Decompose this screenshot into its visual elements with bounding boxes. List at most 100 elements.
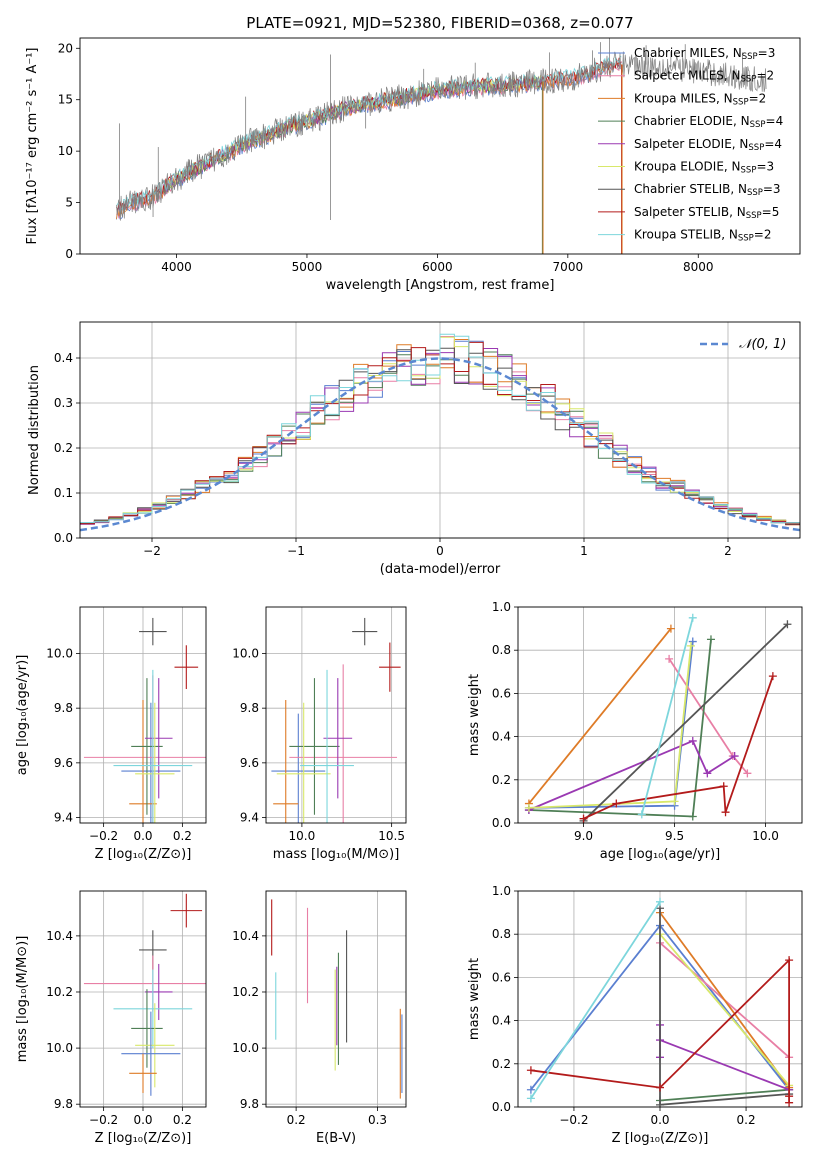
x-tick-label: 0.0	[133, 1113, 152, 1127]
plot-area	[83, 617, 206, 823]
weight-line	[530, 901, 661, 1099]
axes-frame	[79, 37, 801, 255]
weight-line	[640, 617, 694, 815]
legend-entry: Chabrier ELODIE, NSSP=4	[634, 114, 783, 130]
x-tick-label: 0.0	[133, 829, 152, 843]
weight-marker	[688, 613, 697, 622]
legend-sub: SSP	[750, 120, 766, 130]
weight-marker	[656, 1100, 664, 1107]
legend-label: Kroupa ELODIE, N	[634, 160, 741, 174]
legend-entry: Chabrier STELIB, NSSP=3	[634, 182, 781, 198]
x-tick-label: 0.2	[737, 1113, 756, 1127]
weight-marker	[743, 769, 752, 778]
weight-marker	[703, 769, 712, 778]
weight-marker	[656, 1083, 664, 1092]
weight-line	[659, 1024, 790, 1091]
legend-entry: Kroupa ELODIE, NSSP=3	[634, 160, 774, 176]
legend-entry: 𝒩(0, 1)	[739, 337, 786, 352]
y-tick-label: 15	[58, 93, 73, 107]
legend-entry: Salpeter STELIB, NSSP=5	[634, 205, 779, 221]
x-tick-label: 10.0	[289, 829, 316, 843]
legend-count: =2	[756, 69, 774, 83]
legend-entry: Kroupa STELIB, NSSP=2	[634, 228, 772, 244]
y-tick-label: 0	[65, 247, 73, 261]
weight-marker	[526, 1066, 535, 1075]
y-tick-label: 9.4	[54, 811, 73, 825]
y-tick-label: 20	[58, 41, 73, 55]
x-tick-label: 7000	[553, 260, 584, 274]
legend-count: =3	[763, 182, 781, 196]
plot-area	[524, 613, 792, 823]
weight-marker	[688, 637, 697, 646]
y-tick-label: 10.4	[232, 929, 259, 943]
y-tick-label: 0.0	[492, 1100, 511, 1114]
y-tick-label: 9.4	[240, 811, 259, 825]
x-tick-label: 1	[580, 544, 588, 558]
panel-3: 10.0 10.5 9.4 9.6 9.8 10.0 mass [log₁₀(M/M⊙)]	[232, 606, 407, 862]
x-tick-label: 10.0	[752, 829, 779, 843]
weight-marker	[721, 808, 730, 817]
y-tick-label: 10.0	[46, 646, 73, 660]
panel-5: −0.2 0.0 0.2 9.8 10.0 10.2 10.4 Z [log₁₀(Z/Z⊙)]…	[15, 890, 207, 1146]
plot-area	[526, 897, 794, 1107]
weight-marker	[730, 752, 739, 761]
weight-marker	[637, 810, 646, 819]
x-tick-label: −0.2	[89, 1113, 118, 1127]
plot-area	[83, 893, 206, 1096]
x-axis-label: E(B-V)	[316, 1131, 356, 1146]
legend-entry: Salpeter ELODIE, NSSP=4	[634, 137, 782, 153]
x-tick-label: 0.0	[650, 1113, 669, 1127]
plot-area	[80, 333, 800, 532]
axes-frame	[265, 890, 407, 1108]
x-tick-label: 0.2	[173, 1113, 192, 1127]
axes-frame	[517, 606, 803, 824]
legend-label: Salpeter STELIB, N	[634, 205, 746, 219]
legend-label: Salpeter ELODIE, N	[634, 137, 748, 151]
x-axis-label: wavelength [Angstrom, rest frame]	[326, 278, 555, 293]
weight-marker	[783, 620, 792, 629]
y-axis-label: mass weight	[467, 674, 482, 756]
y-tick-label: 0.6	[492, 686, 511, 700]
y-tick-label: 0.0	[492, 816, 511, 830]
weight-marker	[706, 635, 715, 644]
legend-entry: Kroupa MILES, NSSP=2	[634, 91, 766, 107]
x-axis-label: Z [log₁₀(Z/Z⊙)]	[612, 1131, 709, 1146]
y-tick-label: 9.8	[240, 1097, 259, 1111]
y-tick-label: 10.2	[46, 985, 73, 999]
x-axis-label: age [log₁₀(age/yr)]	[600, 847, 721, 862]
y-axis-label: Normed distribution	[27, 365, 42, 495]
x-tick-label: 6000	[422, 260, 453, 274]
y-tick-label: 9.8	[240, 701, 259, 715]
x-tick-label: −1	[287, 544, 305, 558]
legend-entry: Chabrier MILES, NSSP=3	[634, 46, 775, 62]
plot-area	[116, 38, 767, 254]
legend-label: Salpeter MILES, N	[634, 69, 741, 83]
spectrum-model-line	[163, 77, 542, 195]
x-tick-label: 2	[724, 544, 732, 558]
legend-count: =5	[762, 205, 780, 219]
y-tick-label: 0.3	[54, 396, 73, 410]
x-tick-label: 8000	[683, 260, 714, 274]
y-tick-label: 0.4	[54, 351, 73, 365]
weight-marker	[719, 782, 728, 791]
plot-area	[271, 899, 403, 1099]
legend-sub: SSP	[746, 211, 762, 221]
x-axis-label: Z [log₁₀(Z/Z⊙)]	[95, 847, 192, 862]
x-axis-label: (data-model)/error	[380, 562, 501, 577]
weight-marker	[524, 803, 533, 812]
weight-marker	[688, 736, 697, 745]
y-axis-label: Flux [fλ10⁻¹⁷ erg cm⁻² s⁻¹ A⁻¹]	[25, 48, 40, 245]
y-tick-label: 9.6	[54, 756, 73, 770]
legend-label: Chabrier STELIB, N	[634, 182, 747, 196]
x-tick-label: −2	[143, 544, 161, 558]
plot-area	[271, 617, 401, 823]
y-tick-label: 0.4	[492, 730, 511, 744]
legend-count: =3	[756, 160, 774, 174]
panel-6: 0.2 0.3 9.8 10.0 10.2 10.4 E(B-V)	[232, 890, 407, 1146]
legend-count: =2	[754, 228, 772, 242]
x-tick-label: 9.0	[574, 829, 593, 843]
y-tick-label: 10	[58, 144, 73, 158]
y-tick-label: 9.6	[240, 756, 259, 770]
spectrum-model-line	[163, 76, 542, 192]
x-tick-label: 0.3	[368, 1113, 387, 1127]
